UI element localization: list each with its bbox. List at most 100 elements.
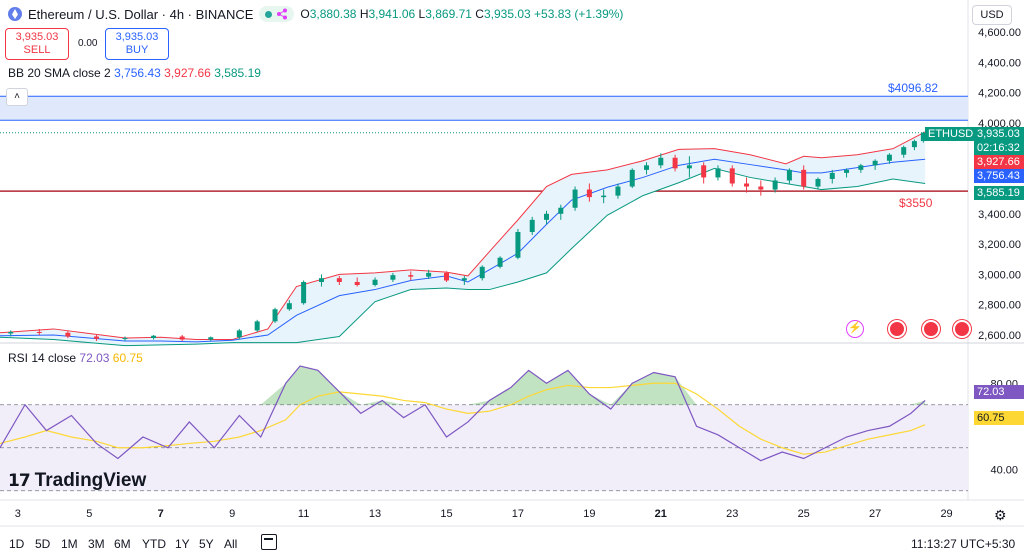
collapse-legend-button[interactable]: ˄: [6, 88, 28, 106]
candle: [844, 168, 850, 178]
alert-levels: [0, 95, 968, 192]
candle: [601, 189, 607, 204]
candle-body: [354, 281, 360, 286]
range-button-5y[interactable]: 5Y: [199, 537, 214, 551]
candle-body: [529, 219, 535, 232]
candle-body: [815, 178, 821, 187]
candle-body: [408, 275, 414, 277]
time-axis-label: 21: [655, 508, 667, 520]
candle-body: [772, 180, 778, 190]
candle: [615, 183, 621, 199]
candle-body: [672, 157, 678, 169]
last-price-tag: 3,935.03: [974, 127, 1024, 141]
utc-clock[interactable]: 11:13:27 UTC+5:30: [911, 537, 1016, 551]
candle: [586, 183, 592, 202]
candle-body: [390, 275, 396, 280]
candle: [558, 204, 564, 220]
ethereum-logo-icon: [8, 7, 22, 21]
candle-body: [920, 132, 926, 142]
candle: [529, 216, 535, 236]
range-button-1d[interactable]: 1D: [9, 537, 25, 551]
time-axis-label: 11: [298, 508, 309, 520]
candle-body: [93, 336, 99, 339]
candle-body: [629, 169, 635, 187]
currency-button[interactable]: USD: [972, 5, 1012, 25]
buy-label: BUY: [125, 44, 149, 56]
candle-body: [715, 168, 721, 178]
candle-body: [558, 207, 564, 214]
candle: [644, 162, 650, 175]
bb-basis-line: [0, 158, 926, 343]
price-axis-label: 3,200.00: [978, 239, 1021, 251]
bb-basis-value: 3,756.43: [114, 66, 161, 80]
price-axis-label: 4,200.00: [978, 88, 1021, 100]
range-button-5d[interactable]: 5D: [35, 537, 51, 551]
range-button-3m[interactable]: 3M: [88, 537, 105, 551]
tradingview-logo[interactable]: 17 TradingView: [8, 470, 146, 492]
rsi-ma-tag: 60.75: [974, 411, 1024, 425]
candle-body: [36, 331, 42, 333]
candle: [729, 165, 735, 187]
candle: [801, 165, 807, 190]
share-icon: [277, 8, 288, 20]
us-flag-event-icon[interactable]: [953, 320, 971, 338]
time-axis-label: 23: [726, 508, 738, 520]
ohlc-open-label: O: [300, 7, 310, 21]
candle: [236, 328, 242, 340]
range-button-1m[interactable]: 1M: [61, 537, 78, 551]
lightning-event-icon[interactable]: ⚡: [846, 320, 864, 338]
candle-body: [8, 331, 14, 334]
rsi-overbought-fill: [0, 366, 926, 405]
candle-body: [658, 157, 664, 166]
symbol-title[interactable]: Ethereum / U.S. Dollar · 4h · BINANCE: [28, 6, 254, 22]
candle: [426, 269, 432, 279]
ohlc-high-value: 3,941.06: [368, 7, 416, 21]
alert-label-lower[interactable]: $3550: [899, 196, 933, 210]
candle: [122, 336, 128, 342]
symbol-tag: ETHUSD: [925, 127, 977, 141]
sell-button[interactable]: 3,935.03 SELL: [5, 28, 69, 60]
market-open-dot-icon: [265, 10, 273, 18]
bb-upper-line: [0, 131, 926, 341]
us-flag-event-icon[interactable]: [888, 320, 906, 338]
gear-icon[interactable]: ⚙: [994, 507, 1007, 523]
alert-label-upper[interactable]: $4096.82: [888, 81, 939, 95]
sell-price: 3,935.03: [15, 31, 59, 43]
candle-body: [286, 303, 292, 310]
candle-body: [829, 172, 835, 179]
us-flag-event-icon[interactable]: [922, 320, 940, 338]
candle-body: [301, 281, 307, 304]
candle: [629, 168, 635, 189]
price-axis-label: 3,000.00: [978, 269, 1021, 281]
candle: [408, 271, 414, 281]
axes: 4,600.00 4,400.00 4,200.00 4,000.00 3,400.00…: [15, 27, 1021, 520]
candle: [479, 265, 485, 281]
chart-header: Ethereum / U.S. Dollar · 4h · BINANCE O 3…: [8, 6, 623, 22]
market-status-badge[interactable]: [259, 6, 295, 22]
rsi-legend[interactable]: RSI 14 close 72.03 60.75: [8, 351, 143, 365]
candle-body: [758, 186, 764, 190]
range-button-ytd[interactable]: YTD: [142, 537, 166, 551]
range-button-6m[interactable]: 6M: [114, 537, 131, 551]
candle: [301, 280, 307, 305]
time-axis-label: 17: [512, 508, 524, 520]
buy-button[interactable]: 3,935.03 BUY: [105, 28, 169, 60]
candle-body: [744, 183, 750, 187]
range-button-all[interactable]: All: [224, 537, 238, 551]
candle-body: [151, 335, 157, 339]
candle-body: [122, 338, 128, 340]
candle: [744, 177, 750, 193]
bb-legend[interactable]: BB 20 SMA close 2 3,756.43 3,927.66 3,58…: [8, 66, 261, 80]
time-axis-label: 3: [15, 508, 21, 520]
calendar-icon[interactable]: [261, 534, 277, 550]
candle-body: [586, 189, 592, 198]
rsi-axis-label: 40.00: [990, 464, 1018, 476]
range-button-1y[interactable]: 1Y: [175, 537, 190, 551]
tradingview-logo-text: TradingView: [34, 470, 147, 491]
rsi-ma-line: [0, 382, 926, 455]
candle-body: [701, 165, 707, 178]
candle-body: [372, 279, 378, 286]
ohlc-close-value: 3,935.03: [483, 7, 531, 21]
candle: [886, 153, 892, 164]
